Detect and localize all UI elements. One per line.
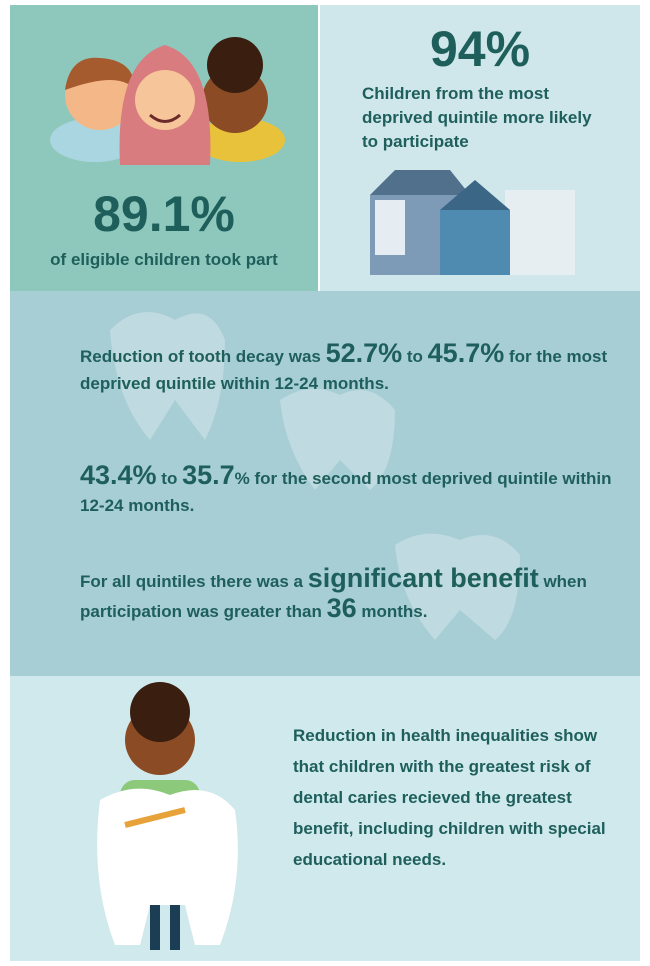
finding-text: Reduction of tooth decay was — [80, 347, 326, 366]
finding-text: For all quintiles there was a — [80, 572, 308, 591]
finding: Reduction of tooth decay was 52.7% to 45… — [80, 340, 620, 397]
inequalities-text: Reduction in health inequalities show th… — [293, 720, 623, 875]
finding-highlight: 45.7% — [428, 338, 505, 368]
finding: 43.4% to 35.7% for the second most depri… — [80, 462, 620, 519]
participation-caption: of eligible children took part — [10, 250, 318, 270]
finding-highlight: significant benefit — [308, 563, 539, 593]
finding-highlight: 52.7% — [326, 338, 403, 368]
page: 89.1% of eligible children took part 94%… — [0, 0, 650, 966]
finding-text: to — [157, 469, 183, 488]
deprived-caption: Children from the most deprived quintile… — [362, 82, 607, 154]
finding-highlight: 35.7 — [182, 460, 235, 490]
finding-text: to — [402, 347, 428, 366]
participation-stat: 89.1% — [10, 185, 318, 243]
deprived-stat: 94% — [320, 20, 640, 78]
finding-text: months. — [357, 602, 428, 621]
finding-highlight: 36 — [327, 593, 357, 623]
finding: For all quintiles there was a significan… — [80, 565, 620, 625]
finding-highlight: 43.4% — [80, 460, 157, 490]
